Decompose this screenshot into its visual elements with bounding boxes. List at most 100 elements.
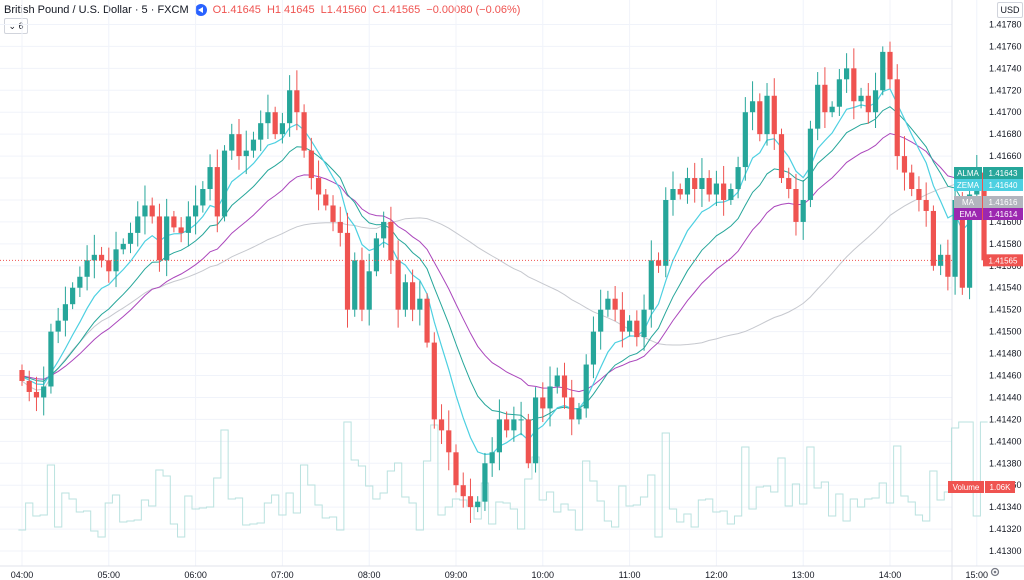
- indicator-name-bg: [954, 196, 982, 208]
- candle-body: [164, 216, 170, 261]
- candle-body: [807, 128, 814, 200]
- candle-body: [70, 287, 76, 305]
- replay-icon[interactable]: [194, 4, 207, 16]
- candle-body: [489, 452, 495, 464]
- candle-body: [106, 260, 112, 272]
- candle-body: [142, 205, 148, 217]
- candle-body: [221, 150, 228, 217]
- x-tick-label: 10:00: [532, 570, 555, 580]
- candle-body: [648, 260, 654, 310]
- candle-body: [417, 298, 423, 310]
- ma-line: [21, 177, 985, 391]
- candle-body: [214, 167, 220, 217]
- candle-body: [156, 216, 163, 261]
- indicator-name-bg: [954, 179, 982, 191]
- candle-body: [301, 112, 307, 151]
- candle-body: [171, 216, 177, 228]
- x-tick-label: 12:00: [705, 570, 728, 580]
- candle-body: [930, 210, 936, 266]
- candle-body: [865, 95, 871, 113]
- candle-body: [410, 282, 416, 310]
- candle-body: [424, 298, 430, 343]
- candle-body: [279, 123, 285, 135]
- indicator-value-zema: 1.41640: [989, 181, 1018, 190]
- candle-body: [728, 189, 734, 200]
- candle-body: [373, 238, 380, 272]
- candle-body: [135, 216, 141, 233]
- y-tick-label: 1.41340: [989, 502, 1022, 512]
- indicator-value-bg: [983, 167, 1023, 179]
- candle-body: [706, 178, 712, 195]
- settings-gear-icon[interactable]: [989, 566, 1001, 578]
- chart-legend-header: British Pound / U.S. Dollar · 5 · FXCM O…: [4, 2, 526, 18]
- x-tick-label: 11:00: [619, 570, 641, 580]
- candle-body: [91, 254, 97, 261]
- candle-body: [33, 391, 40, 398]
- candle-body: [663, 199, 669, 266]
- candle-body: [815, 84, 821, 129]
- candle-body: [41, 386, 47, 398]
- y-tick-label: 1.41380: [989, 458, 1022, 468]
- candle-body: [518, 419, 524, 421]
- candle-body: [243, 150, 249, 157]
- candle-body: [446, 430, 452, 453]
- candle-body: [858, 95, 864, 102]
- volume-series: [18, 421, 988, 538]
- candle-body: [764, 95, 770, 135]
- candle-body: [793, 189, 799, 222]
- symbol-title[interactable]: British Pound / U.S. Dollar · 5 · FXCM: [4, 4, 189, 16]
- volume-name: Volume: [953, 483, 980, 492]
- indicator-value-ema: 1.41614: [989, 210, 1018, 219]
- candle-body: [381, 221, 387, 239]
- last-price-tag-bg: [983, 254, 1023, 267]
- y-tick-label: 1.41720: [989, 85, 1022, 95]
- candle-body: [359, 260, 365, 310]
- y-tick-label: 1.41420: [989, 414, 1022, 424]
- last-price-tag: 1.41565: [989, 256, 1018, 265]
- x-tick-label: 06:00: [184, 570, 207, 580]
- candle-body: [901, 156, 908, 173]
- candle-body: [475, 501, 481, 508]
- candle-body: [438, 419, 445, 431]
- candle-body: [337, 221, 343, 233]
- candle-body: [771, 95, 777, 135]
- candle-body: [605, 298, 611, 310]
- candle-body: [894, 79, 900, 157]
- candle-body: [352, 260, 358, 310]
- indicator-value-ma: 1.41616: [989, 198, 1018, 207]
- candle-body: [598, 309, 604, 332]
- x-tick-label: 08:00: [358, 570, 381, 580]
- candle-body: [366, 271, 372, 310]
- y-tick-label: 1.41680: [989, 129, 1022, 139]
- candle-body: [670, 189, 676, 200]
- candle-body: [287, 90, 293, 124]
- candle-body: [193, 205, 199, 217]
- y-tick-label: 1.41520: [989, 305, 1022, 315]
- candle-body: [330, 205, 336, 222]
- indicator-name-bg: [954, 167, 982, 179]
- candle-body: [149, 205, 155, 217]
- candle-body: [641, 309, 647, 338]
- candle-body: [236, 134, 242, 157]
- candle-body: [699, 178, 705, 190]
- candle-body: [851, 68, 857, 102]
- y-tick-label: 1.41320: [989, 524, 1022, 534]
- candle-body: [532, 397, 539, 464]
- y-tick-label: 1.41760: [989, 41, 1022, 51]
- candle-body: [388, 221, 394, 261]
- candle-body: [84, 260, 90, 277]
- candle-body: [684, 178, 691, 195]
- candle-body: [757, 101, 763, 135]
- volume-value-bg: [985, 481, 1015, 493]
- candle-body: [511, 419, 517, 431]
- indicator-value-bg: [983, 196, 1023, 208]
- currency-button[interactable]: USD: [997, 2, 1023, 18]
- candle-body: [19, 370, 25, 381]
- candle-body: [612, 298, 618, 310]
- candle-body: [844, 68, 850, 80]
- x-tick-label: 05:00: [98, 570, 121, 580]
- candle-body: [742, 112, 748, 168]
- x-tick-label: 14:00: [879, 570, 902, 580]
- candle-body: [402, 282, 408, 310]
